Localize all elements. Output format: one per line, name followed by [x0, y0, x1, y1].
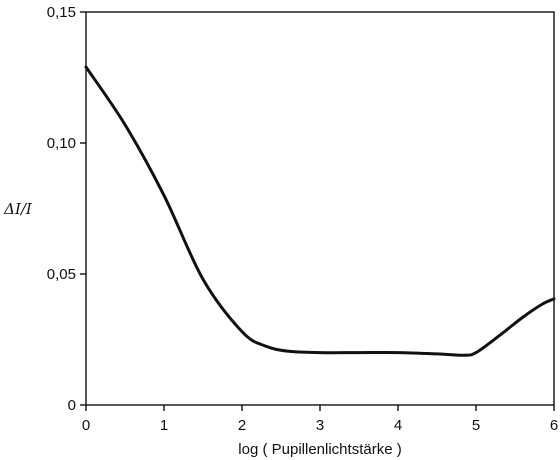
- x-tick-label: 4: [394, 417, 402, 434]
- y-tick-label: 0,15: [47, 4, 76, 21]
- x-tick-label: 0: [82, 417, 90, 434]
- series-line: [84, 65, 556, 357]
- x-tick-label: 5: [472, 417, 480, 434]
- x-tick-label: 6: [550, 417, 558, 434]
- y-tick-label: 0,10: [47, 135, 76, 152]
- x-tick-label: 2: [238, 417, 246, 434]
- y-axis-label: ΔI/I: [3, 200, 33, 218]
- y-tick-label: 0,05: [47, 266, 76, 283]
- x-axis-ticks: 0 1 2 3 4 5 6: [82, 405, 558, 434]
- series-layer: [84, 65, 556, 357]
- y-tick-label: 0: [68, 397, 76, 414]
- x-tick-label: 3: [316, 417, 324, 434]
- x-tick-label: 1: [160, 417, 168, 434]
- x-axis-label: log ( Pupillenlichtstärke ): [238, 441, 401, 458]
- y-axis-ticks: 0 0,05 0,10 0,15: [47, 4, 86, 414]
